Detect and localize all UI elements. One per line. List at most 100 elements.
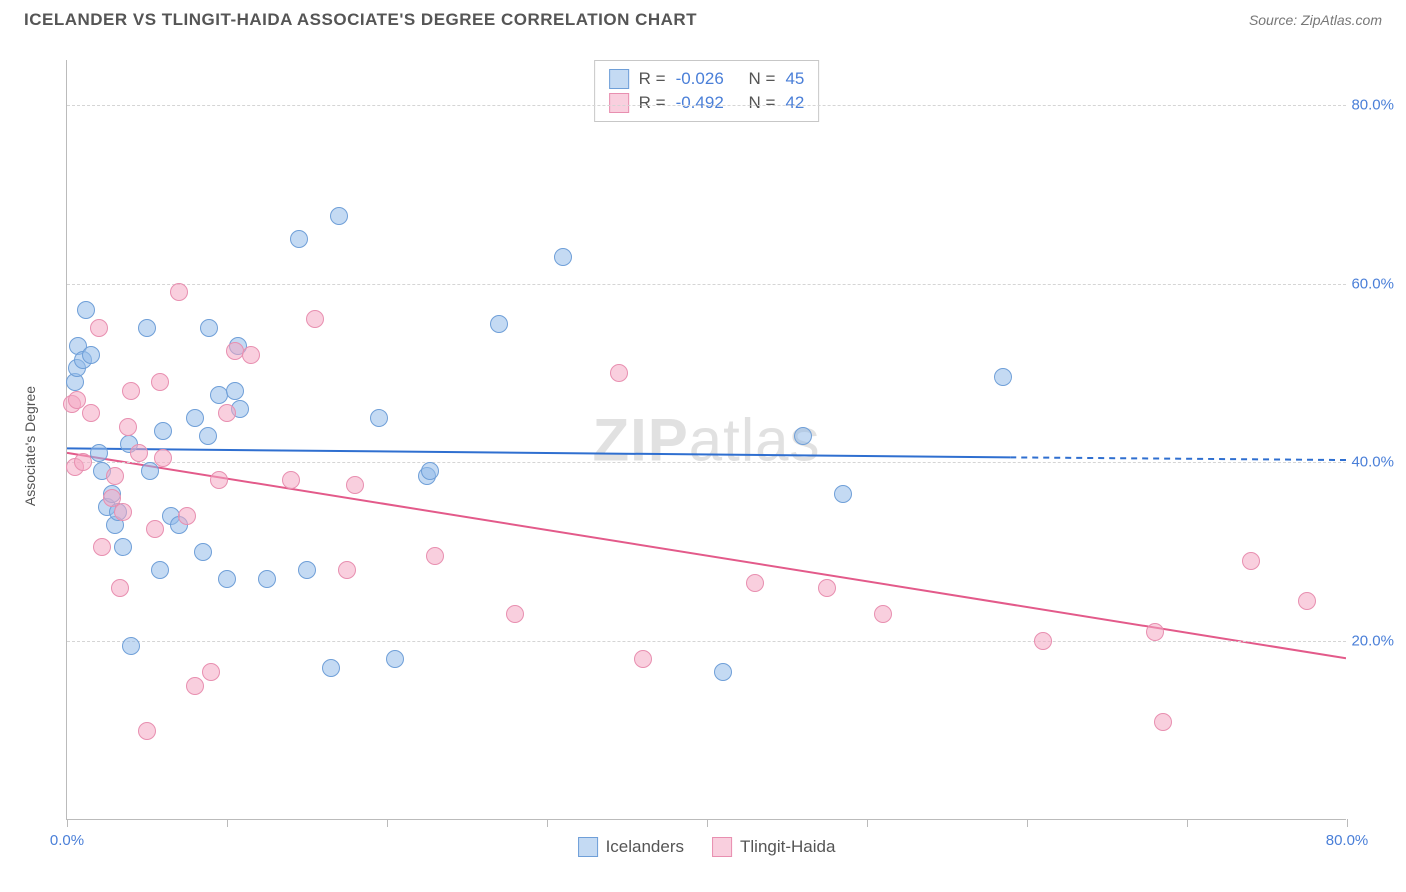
scatter-marker-icelanders: [114, 538, 132, 556]
scatter-marker-tlingit_haida: [90, 319, 108, 337]
scatter-marker-tlingit_haida: [346, 476, 364, 494]
legend-r-label: R =: [639, 69, 666, 89]
scatter-marker-tlingit_haida: [119, 418, 137, 436]
scatter-marker-icelanders: [490, 315, 508, 333]
scatter-marker-icelanders: [200, 319, 218, 337]
scatter-marker-tlingit_haida: [1154, 713, 1172, 731]
legend-n-label: N =: [749, 93, 776, 113]
scatter-marker-tlingit_haida: [746, 574, 764, 592]
scatter-marker-tlingit_haida: [130, 444, 148, 462]
legend-n-value: 45: [785, 69, 804, 89]
scatter-marker-tlingit_haida: [1146, 623, 1164, 641]
scatter-marker-tlingit_haida: [818, 579, 836, 597]
xtick-label: 80.0%: [1326, 832, 1369, 849]
scatter-marker-icelanders: [82, 346, 100, 364]
legend-n-label: N =: [749, 69, 776, 89]
stat-legend-row: R = -0.026 N = 45: [609, 67, 805, 91]
scatter-marker-tlingit_haida: [82, 404, 100, 422]
scatter-marker-icelanders: [421, 462, 439, 480]
scatter-marker-icelanders: [194, 543, 212, 561]
scatter-marker-icelanders: [199, 427, 217, 445]
y-axis-title: Associate's Degree: [22, 386, 38, 506]
legend-swatch-icelanders: [609, 69, 629, 89]
scatter-marker-icelanders: [258, 570, 276, 588]
ytick-label: 20.0%: [1351, 633, 1394, 650]
scatter-marker-icelanders: [77, 301, 95, 319]
scatter-marker-tlingit_haida: [338, 561, 356, 579]
scatter-marker-tlingit_haida: [1034, 632, 1052, 650]
scatter-marker-icelanders: [370, 409, 388, 427]
legend-swatch-icelanders: [578, 837, 598, 857]
xtick: [67, 819, 68, 827]
scatter-marker-icelanders: [298, 561, 316, 579]
scatter-marker-icelanders: [554, 248, 572, 266]
gridline: [67, 462, 1346, 463]
scatter-marker-icelanders: [994, 368, 1012, 386]
gridline: [67, 641, 1346, 642]
scatter-marker-tlingit_haida: [111, 579, 129, 597]
scatter-marker-tlingit_haida: [506, 605, 524, 623]
scatter-marker-tlingit_haida: [114, 503, 132, 521]
stat-legend: R = -0.026 N = 45 R = -0.492 N = 42: [594, 60, 820, 122]
stat-legend-row: R = -0.492 N = 42: [609, 91, 805, 115]
scatter-marker-tlingit_haida: [1298, 592, 1316, 610]
xtick: [1347, 819, 1348, 827]
scatter-marker-tlingit_haida: [146, 520, 164, 538]
watermark: ZIPatlas: [592, 405, 820, 474]
scatter-marker-icelanders: [386, 650, 404, 668]
bottom-legend: Icelanders Tlingit-Haida: [578, 837, 836, 857]
chart-title: ICELANDER VS TLINGIT-HAIDA ASSOCIATE'S D…: [24, 10, 697, 30]
scatter-marker-tlingit_haida: [610, 364, 628, 382]
trend-line-dash-icelanders: [1010, 457, 1346, 460]
plot-area: ZIPatlas R = -0.026 N = 45 R = -0.492 N …: [66, 60, 1346, 820]
scatter-marker-tlingit_haida: [68, 391, 86, 409]
scatter-marker-tlingit_haida: [242, 346, 260, 364]
xtick: [1187, 819, 1188, 827]
scatter-marker-tlingit_haida: [154, 449, 172, 467]
scatter-marker-icelanders: [322, 659, 340, 677]
legend-r-label: R =: [639, 93, 666, 113]
scatter-marker-tlingit_haida: [93, 538, 111, 556]
legend-swatch-tlingit: [609, 93, 629, 113]
bottom-legend-item: Tlingit-Haida: [712, 837, 835, 857]
xtick: [387, 819, 388, 827]
scatter-marker-icelanders: [218, 570, 236, 588]
scatter-marker-icelanders: [90, 444, 108, 462]
scatter-marker-tlingit_haida: [1242, 552, 1260, 570]
scatter-marker-icelanders: [290, 230, 308, 248]
scatter-marker-tlingit_haida: [282, 471, 300, 489]
bottom-legend-item: Icelanders: [578, 837, 684, 857]
chart-container: Associate's Degree ZIPatlas R = -0.026 N…: [24, 46, 1382, 846]
scatter-marker-tlingit_haida: [151, 373, 169, 391]
scatter-marker-icelanders: [154, 422, 172, 440]
scatter-marker-icelanders: [834, 485, 852, 503]
scatter-marker-tlingit_haida: [426, 547, 444, 565]
scatter-marker-tlingit_haida: [202, 663, 220, 681]
scatter-marker-tlingit_haida: [106, 467, 124, 485]
scatter-marker-tlingit_haida: [634, 650, 652, 668]
bottom-legend-label: Icelanders: [606, 837, 684, 857]
bottom-legend-label: Tlingit-Haida: [740, 837, 835, 857]
xtick: [867, 819, 868, 827]
scatter-marker-icelanders: [138, 319, 156, 337]
trend-lines: [67, 60, 1346, 819]
gridline: [67, 105, 1346, 106]
source-label: Source: ZipAtlas.com: [1249, 12, 1382, 28]
trend-line-icelanders: [67, 448, 1010, 457]
gridline: [67, 284, 1346, 285]
scatter-marker-icelanders: [186, 409, 204, 427]
ytick-label: 80.0%: [1351, 96, 1394, 113]
scatter-marker-tlingit_haida: [874, 605, 892, 623]
scatter-marker-icelanders: [714, 663, 732, 681]
scatter-marker-icelanders: [330, 207, 348, 225]
scatter-marker-tlingit_haida: [218, 404, 236, 422]
scatter-marker-icelanders: [151, 561, 169, 579]
legend-r-value: -0.492: [676, 93, 724, 113]
ytick-label: 60.0%: [1351, 275, 1394, 292]
xtick: [547, 819, 548, 827]
legend-swatch-tlingit: [712, 837, 732, 857]
legend-n-value: 42: [785, 93, 804, 113]
legend-r-value: -0.026: [676, 69, 724, 89]
xtick: [227, 819, 228, 827]
scatter-marker-icelanders: [794, 427, 812, 445]
